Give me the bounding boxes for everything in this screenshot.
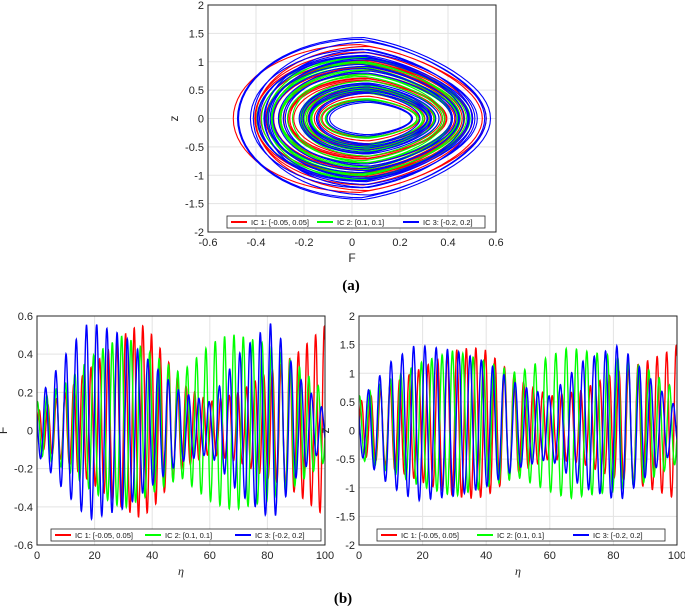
legend-entry: IC 2: [0.1, 0.1] [337, 218, 384, 227]
x-tick-label: 60 [204, 550, 216, 562]
x-tick-label: 80 [261, 550, 273, 562]
y-tick-label: 1.5 [340, 340, 355, 352]
x-tick-label: 100 [316, 550, 334, 562]
y-tick-label: 0 [198, 114, 204, 126]
x-axis-label: F [348, 251, 355, 265]
caption-a: (a) [342, 278, 360, 294]
x-tick-label: -0.4 [247, 237, 266, 249]
axes-frame [36, 315, 326, 546]
x-tick-label: 0 [34, 550, 40, 562]
x-axis-label: η [515, 564, 521, 578]
legend-entry: IC 3: [-0.2, 0.2] [423, 218, 473, 227]
signal-lines [37, 323, 325, 521]
y-axis-label: z [167, 116, 181, 122]
legend-entry: IC 3: [-0.2, 0.2] [255, 531, 305, 540]
legend-box [226, 215, 486, 229]
y-tick-label: 0.5 [340, 397, 355, 409]
legend-entry: IC 3: [-0.2, 0.2] [593, 531, 643, 540]
orbit-lines [232, 36, 492, 201]
signal-series-3 [359, 343, 677, 503]
x-tick-label: 60 [544, 550, 556, 562]
y-tick-label: -0.5 [185, 142, 204, 154]
y-tick-label: -1.5 [336, 511, 355, 523]
x-tick-label: 100 [668, 550, 685, 562]
x-tick-label: 40 [146, 550, 158, 562]
y-tick-label: -0.4 [14, 502, 33, 514]
x-axis-label: η [178, 564, 184, 578]
y-tick-label: 1 [349, 368, 355, 380]
legend-entry: IC 1: [-0.05, 0.05] [401, 531, 459, 540]
x-tick-label: -0.6 [199, 237, 218, 249]
y-tick-label: 1.5 [189, 28, 204, 40]
legend-entry: IC 2: [0.1, 0.1] [497, 531, 544, 540]
legend-entry: IC 2: [0.1, 0.1] [165, 531, 212, 540]
y-tick-label: 0.4 [18, 349, 33, 361]
y-tick-label: -1 [194, 170, 204, 182]
x-tick-label: 0 [349, 237, 355, 249]
x-tick-label: 0.2 [392, 237, 407, 249]
legend-box [50, 528, 322, 542]
x-tick-label: 20 [88, 550, 100, 562]
f-time-series-panel: 0 20 40 60 80 100 -0.6 -0.4 -0.2 0 0.2 0.4 0.6 η F IC 1… [0, 311, 334, 578]
axes-frame [358, 315, 678, 546]
y-axis-label: F [0, 427, 10, 434]
y-tick-label: -1 [345, 483, 355, 495]
orbit-series-3 [236, 36, 492, 201]
y-tick-label: 0 [27, 426, 33, 438]
x-tick-label: -0.2 [295, 237, 314, 249]
x-tick-label: 20 [416, 550, 428, 562]
phase-portrait-panel: -0.6 -0.4 -0.2 0 0.2 0.4 0.6 -2 -1.5 -1 -0.5 0 0.5 1 1… [167, 0, 504, 265]
legend-entry: IC 1: [-0.05, 0.05] [251, 218, 309, 227]
y-tick-label: -0.5 [336, 454, 355, 466]
legend-entry: IC 1: [-0.05, 0.05] [75, 531, 133, 540]
y-tick-label: 1 [198, 57, 204, 69]
x-tick-label: 0 [356, 550, 362, 562]
x-tick-label: 0.4 [440, 237, 455, 249]
y-tick-label: 0.6 [18, 311, 33, 323]
y-tick-label: 0.5 [189, 85, 204, 97]
y-tick-label: -0.6 [14, 540, 33, 552]
axes-frame [207, 4, 497, 233]
y-tick-label: 2 [349, 311, 355, 323]
legend-box [376, 528, 666, 542]
y-tick-label: 0 [349, 426, 355, 438]
y-tick-label: -2 [345, 540, 355, 552]
x-tick-label: 80 [607, 550, 619, 562]
caption-b: (b) [334, 591, 352, 607]
signal-lines [359, 343, 677, 503]
y-tick-label: -2 [194, 227, 204, 239]
y-tick-label: -0.2 [14, 464, 33, 476]
z-time-series-panel: 0 20 40 60 80 100 -2 -1.5 -1 -0.5 0 0.5 1 1.5 2 η z IC 1:… [318, 311, 685, 578]
y-tick-label: 2 [198, 0, 204, 12]
y-axis-label: z [318, 428, 332, 434]
signal-series-3 [37, 323, 325, 521]
y-tick-label: 0.2 [18, 387, 33, 399]
y-tick-label: -1.5 [185, 199, 204, 211]
x-tick-label: 40 [480, 550, 492, 562]
x-tick-label: 0.6 [488, 237, 503, 249]
